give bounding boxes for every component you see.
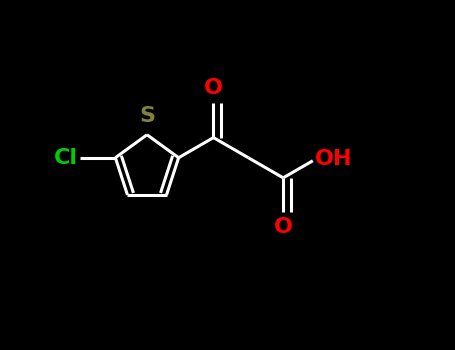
- Text: OH: OH: [314, 149, 352, 169]
- Text: S: S: [139, 106, 155, 126]
- Text: O: O: [274, 217, 293, 237]
- Text: Cl: Cl: [54, 148, 77, 168]
- Text: O: O: [204, 78, 223, 98]
